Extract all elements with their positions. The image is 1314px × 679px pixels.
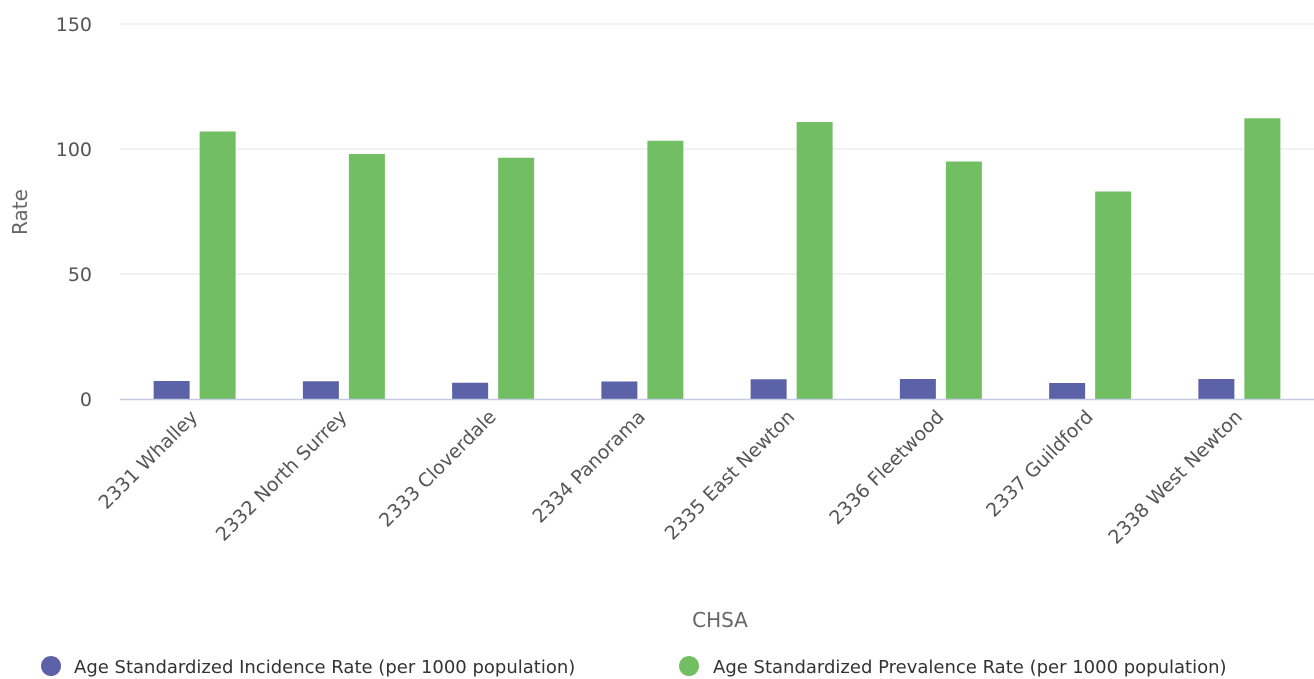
prevalence-bar[interactable]: [199, 131, 236, 400]
x-category-label: 2333 Cloverdale: [375, 406, 501, 532]
prevalence-bar[interactable]: [945, 161, 982, 400]
y-axis-ticks: 0 50 100 150: [56, 14, 92, 411]
x-axis-labels: 2331 Whalley 2332 North Surrey 2333 Clover…: [94, 406, 1246, 549]
bars: [153, 118, 1281, 400]
incidence-bar[interactable]: [1049, 383, 1086, 399]
incidence-bar[interactable]: [452, 382, 489, 399]
prevalence-bar[interactable]: [1244, 118, 1281, 399]
legend-item[interactable]: Age Standardized Prevalence Rate (per 10…: [679, 656, 1227, 678]
x-category-label: 2336 Fleetwood: [825, 406, 948, 529]
x-category-label: 2337 Guildford: [982, 406, 1098, 522]
incidence-bar[interactable]: [1198, 379, 1235, 399]
prevalence-bar[interactable]: [498, 157, 535, 399]
x-category-label: 2331 Whalley: [94, 406, 202, 514]
y-tick-label: 150: [56, 14, 92, 36]
legend-item[interactable]: Age Standardized Incidence Rate (per 100…: [41, 656, 575, 678]
incidence-bar[interactable]: [750, 379, 787, 399]
prevalence-bar[interactable]: [647, 140, 684, 399]
x-category-label: 2335 East Newton: [661, 406, 800, 545]
legend-marker: [41, 656, 61, 676]
legend-label: Age Standardized Incidence Rate (per 100…: [74, 657, 575, 678]
legend-marker: [679, 656, 699, 676]
legend: Age Standardized Incidence Rate (per 100…: [41, 656, 1227, 678]
incidence-bar[interactable]: [153, 381, 190, 399]
legend-label: Age Standardized Prevalence Rate (per 10…: [713, 657, 1227, 678]
x-axis-title: CHSA: [692, 608, 748, 632]
y-tick-label: 100: [56, 139, 92, 161]
prevalence-bar[interactable]: [796, 122, 833, 399]
prevalence-bar[interactable]: [348, 154, 385, 399]
incidence-bar[interactable]: [601, 381, 638, 400]
y-axis-title: Rate: [8, 189, 32, 235]
y-tick-label: 0: [80, 389, 92, 411]
incidence-bar[interactable]: [302, 381, 339, 399]
grid-lines: [120, 23, 1314, 275]
x-category-label: 2332 North Surrey: [212, 406, 352, 546]
x-category-label: 2334 Panorama: [528, 406, 650, 528]
x-category-label: 2338 West Newton: [1104, 406, 1247, 549]
incidence-bar[interactable]: [899, 379, 936, 399]
prevalence-bar[interactable]: [1095, 191, 1132, 400]
y-tick-label: 50: [68, 264, 92, 286]
